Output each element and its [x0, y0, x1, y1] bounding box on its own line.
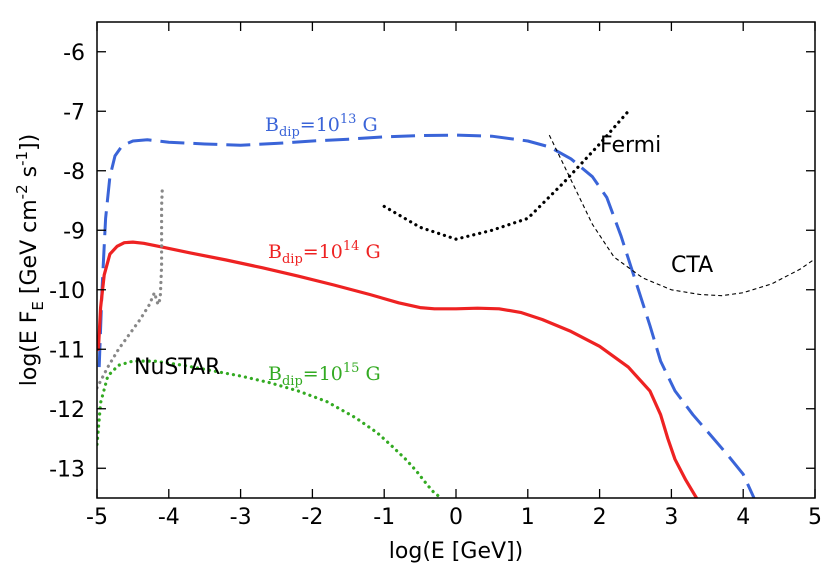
- ann-b15-pre: B: [268, 363, 282, 385]
- curves-layer: [97, 109, 815, 498]
- x-axis-title: log(E [GeV]): [389, 539, 523, 564]
- ann-b14-sup: 14: [343, 239, 360, 254]
- y-axis-title-sub: E: [29, 301, 47, 310]
- ticks-layer: -5 -4 -3 -2 -1 0 1 2 3 4 5-6-7-8-9-10-11-12-13: [49, 22, 822, 530]
- ann-b15-mid: =10: [303, 363, 343, 385]
- series-line-cta: [548, 134, 815, 297]
- ann-b13-pre: B: [265, 114, 279, 136]
- ann-b15-post: G: [359, 363, 380, 385]
- series-line-bdip-10-13-g: [97, 133, 756, 498]
- x-tick-label: -4: [158, 505, 180, 530]
- annotation-bdip-1e13: Bdip=1013 G: [265, 112, 378, 140]
- ann-b14-mid: =10: [303, 241, 343, 263]
- x-tick-label: -3: [230, 505, 252, 530]
- ann-b15-sup: 15: [343, 361, 360, 376]
- ann-b14-pre: B: [268, 241, 282, 263]
- x-tick-label: 3: [664, 505, 678, 530]
- y-tick-label: -11: [49, 338, 85, 363]
- x-tick-label: 1: [521, 505, 535, 530]
- ann-b14-post: G: [359, 241, 380, 263]
- y-axis-title-pre: log(E F: [17, 311, 42, 387]
- y-tick-label: -12: [49, 398, 85, 423]
- y-axis-title-mid: [GeV cm: [17, 199, 42, 301]
- series-line-fermi: [382, 109, 630, 241]
- series-line-nustar: [97, 187, 164, 390]
- y-axis-title-mid2: s: [17, 166, 42, 184]
- ann-b13-post: G: [356, 114, 377, 136]
- x-tick-label: 2: [593, 505, 607, 530]
- y-tick-label: -10: [49, 279, 85, 304]
- ann-b13-sup: 13: [340, 112, 357, 127]
- series-line-bdip-10-15-g: [97, 359, 444, 498]
- ann-b13-sub: dip: [279, 125, 300, 140]
- y-axis-title: log(E FE [GeV cm-2 s-1]): [13, 134, 47, 386]
- x-tick-label: 4: [736, 505, 750, 530]
- y-axis-title-sup1: -2: [13, 184, 31, 199]
- y-axis-title-post: ]): [17, 134, 42, 151]
- x-tick-label: 5: [808, 505, 822, 530]
- x-tick-label: -1: [373, 505, 395, 530]
- ann-b14-sub: dip: [282, 252, 303, 267]
- y-tick-label: -9: [63, 219, 85, 244]
- series-line-bdip-10-14-g: [97, 240, 699, 498]
- y-tick-label: -6: [63, 41, 85, 66]
- x-tick-label: -5: [86, 505, 108, 530]
- y-axis-title-sup2: -1: [13, 151, 31, 166]
- annotation-cta: CTA: [671, 253, 713, 278]
- x-tick-label: -2: [301, 505, 323, 530]
- annotation-bdip-1e15: Bdip=1015 G: [268, 361, 381, 389]
- ann-b15-sub: dip: [282, 374, 303, 389]
- annotation-nustar: NuSTAR: [134, 355, 220, 380]
- y-tick-label: -7: [63, 100, 85, 125]
- y-tick-label: -8: [63, 160, 85, 185]
- ann-b13-mid: =10: [300, 114, 340, 136]
- x-tick-label: 0: [449, 505, 463, 530]
- annotation-fermi: Fermi: [600, 133, 661, 158]
- y-tick-label: -13: [49, 457, 85, 482]
- annotation-bdip-1e14: Bdip=1014 G: [268, 239, 381, 267]
